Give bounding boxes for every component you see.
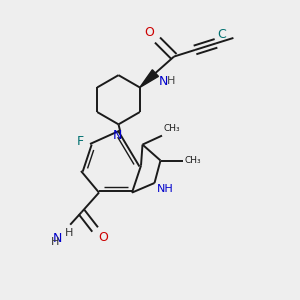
Text: O: O	[145, 26, 154, 38]
Text: H: H	[167, 76, 175, 86]
Text: F: F	[77, 135, 84, 148]
Text: H: H	[64, 228, 73, 238]
Text: N: N	[112, 129, 122, 142]
Text: C: C	[218, 28, 226, 41]
Text: O: O	[98, 231, 108, 244]
Text: H: H	[51, 237, 59, 247]
Text: N: N	[52, 232, 62, 245]
Text: CH₃: CH₃	[164, 124, 180, 133]
Text: CH₃: CH₃	[184, 156, 201, 165]
Text: NH: NH	[157, 184, 174, 194]
Text: N: N	[158, 74, 168, 88]
Polygon shape	[140, 70, 158, 87]
